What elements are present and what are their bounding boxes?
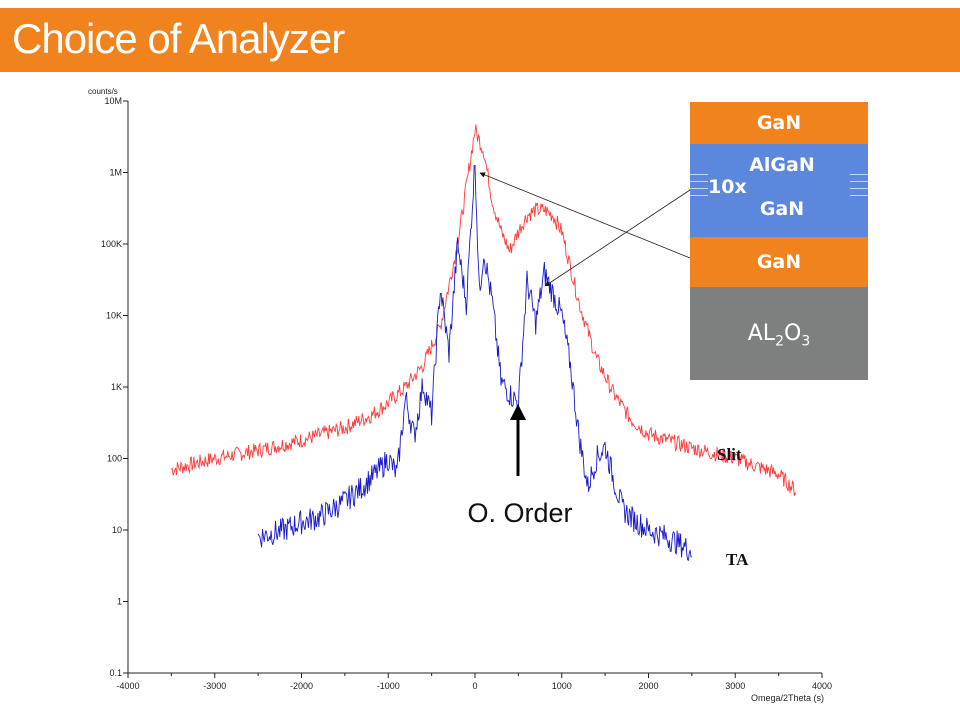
y-tick-label: 1M xyxy=(109,168,122,178)
y-tick-label: 100 xyxy=(107,454,122,464)
slit-series-label: Slit xyxy=(717,445,742,464)
arrow-to-main-peak xyxy=(479,172,691,259)
layer-gan-buffer: GaN xyxy=(690,237,868,287)
slide-title: Choice of Analyzer xyxy=(12,15,345,62)
x-tick-label: -1000 xyxy=(377,681,400,691)
superlattice-gan-label: GaN xyxy=(759,198,805,220)
x-tick-label: 3000 xyxy=(725,681,745,691)
layer-superlattice: 10x AlGaN GaN xyxy=(690,144,868,237)
series-slit-line xyxy=(171,124,797,496)
arrow-to-satellite-peak xyxy=(544,189,691,287)
superlattice-lines-left xyxy=(690,174,708,208)
x-tick-label: 0 xyxy=(472,681,477,691)
layer-gan-top-label: GaN xyxy=(756,112,802,134)
y-tick-label: 0.1 xyxy=(109,668,122,678)
layer-gan-top: GaN xyxy=(690,102,868,144)
superlattice-lines-right xyxy=(850,174,868,208)
y-tick-label: 1 xyxy=(117,597,122,607)
chart-axes: 0.1 1 10 100 1K 10K 100K 1M 10M -4000 -3000 -2000 -1… xyxy=(88,87,832,703)
ta-series-label: TA xyxy=(726,550,749,569)
layer-substrate: AL2O3 xyxy=(690,287,868,380)
title-bar: Choice of Analyzer xyxy=(0,8,960,72)
x-axis-label: Omega/2Theta (s) xyxy=(751,693,824,703)
superlattice-algan-label: AlGaN xyxy=(749,154,815,176)
series-ta-line xyxy=(257,164,693,562)
y-tick-label: 100K xyxy=(101,239,122,249)
layer-gan-buffer-label: GaN xyxy=(756,251,802,273)
x-tick-label: -3000 xyxy=(203,681,226,691)
zero-order-label: O. Order xyxy=(467,498,572,528)
y-tick-label: 10K xyxy=(106,311,122,321)
x-tick-label: 2000 xyxy=(638,681,658,691)
x-tick-label: 4000 xyxy=(812,681,832,691)
x-tick-label: -4000 xyxy=(116,681,139,691)
y-tick-label: 10 xyxy=(112,525,122,535)
chart-series xyxy=(171,124,797,562)
y-axis-label: counts/s xyxy=(88,87,118,96)
zero-order-arrow-head xyxy=(510,404,526,420)
x-tick-label: -2000 xyxy=(290,681,313,691)
x-tick-label: 1000 xyxy=(552,681,572,691)
chart-annotations: O. Order Slit TA xyxy=(467,172,749,569)
y-tick-label: 10M xyxy=(104,96,122,106)
y-tick-label: 1K xyxy=(111,382,122,392)
superlattice-repeat-label: 10x xyxy=(708,176,747,198)
substrate-label: AL2O3 xyxy=(747,321,811,350)
